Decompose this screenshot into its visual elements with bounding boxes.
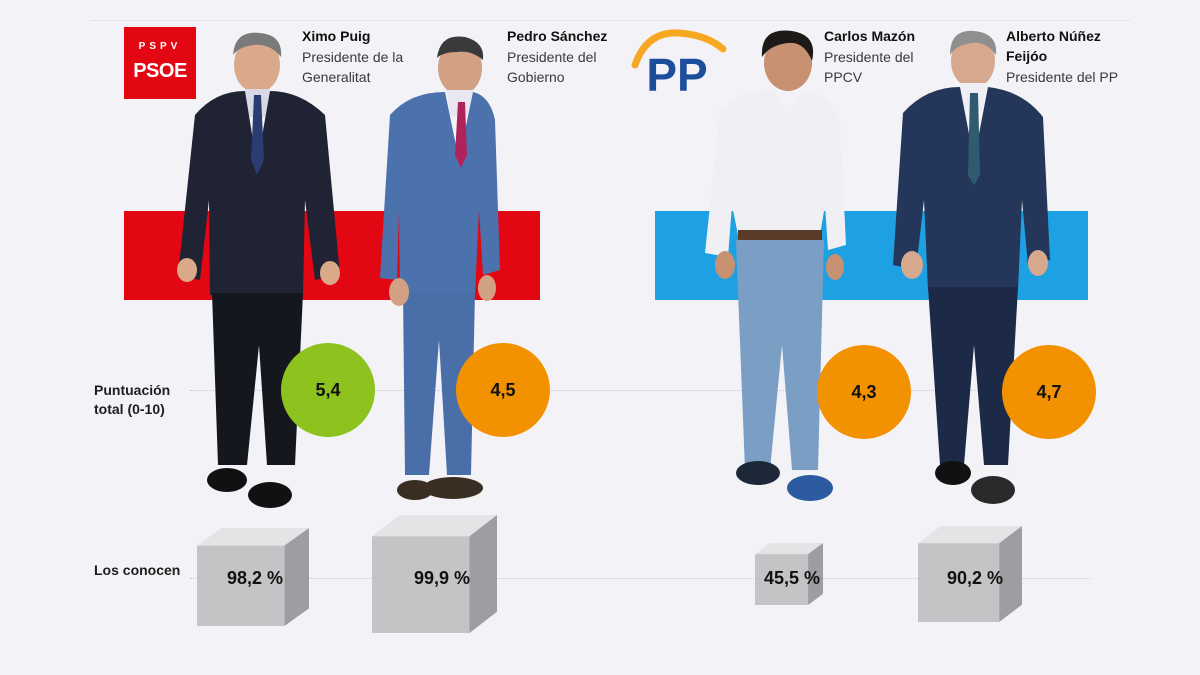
psoe-logo-top: PSPV	[138, 41, 182, 52]
score-value: 4,3	[851, 381, 877, 402]
cube-top	[197, 528, 309, 546]
role-line: PPCV	[824, 69, 863, 85]
role-line: Presidente de la	[302, 49, 404, 65]
score-circle: 4,5	[456, 343, 550, 437]
politician-name: Ximo Puig	[302, 26, 370, 46]
role-line: Presidente del	[507, 49, 597, 65]
cube-front	[372, 536, 470, 633]
score-row-label: Puntuación total (0-10)	[94, 381, 170, 419]
known-value: 45,5 %	[763, 568, 821, 588]
score-circle: 4,3	[817, 345, 911, 439]
person-figure	[380, 36, 500, 500]
score-circle: 4,7	[1002, 345, 1096, 439]
politician-role: Presidente del PP	[1006, 67, 1118, 87]
known-row-label: Los conocen	[94, 562, 181, 578]
politician-name: Carlos Mazón	[824, 26, 915, 46]
name-line: Ximo Puig	[302, 28, 371, 44]
score-label-line2: total (0-10)	[94, 401, 165, 417]
score-value: 4,7	[1036, 381, 1062, 402]
known-value: 90,2 %	[946, 568, 1004, 588]
cube-front	[197, 545, 285, 626]
pp-logo-text: PP	[646, 49, 707, 100]
name-line: Feijóo	[1006, 48, 1048, 64]
politician-name: Pedro Sánchez	[507, 26, 607, 46]
top-divider	[90, 20, 1130, 21]
name-line: Alberto Núñez	[1006, 28, 1101, 44]
politician-role: Presidente del PPCV	[824, 47, 914, 87]
politician-name: Alberto Núñez Feijóo	[1006, 26, 1101, 66]
cube-front	[755, 554, 809, 605]
known-cube	[197, 528, 309, 626]
score-circle: 5,4	[281, 343, 375, 437]
score-label-line1: Puntuación	[94, 382, 171, 398]
psoe-logo-text: PSOE	[133, 60, 187, 82]
known-value: 98,2 %	[226, 568, 284, 588]
pp-logo: PP	[631, 29, 727, 100]
role-line: Presidente del PP	[1006, 69, 1119, 85]
score-value: 4,5	[490, 379, 516, 400]
cube-side	[808, 543, 823, 605]
cube-side	[469, 515, 497, 633]
known-guide-line	[190, 578, 1090, 579]
known-cube	[372, 515, 497, 633]
role-line: Presidente del	[824, 49, 914, 65]
cube-front	[918, 543, 1000, 622]
cube-side	[284, 528, 309, 626]
known-cube	[918, 526, 1022, 622]
cube-top	[372, 515, 497, 537]
politician-role: Presidente del Gobierno	[507, 47, 597, 87]
role-line: Gobierno	[507, 69, 565, 85]
score-value: 5,4	[315, 379, 341, 400]
known-cube	[755, 543, 823, 605]
name-line: Pedro Sánchez	[507, 28, 608, 44]
role-line: Generalitat	[302, 69, 371, 85]
person-figure	[177, 32, 340, 508]
cube-top	[755, 543, 823, 555]
politician-role: Presidente de la Generalitat	[302, 47, 403, 87]
person-figure	[893, 30, 1050, 504]
score-guide-line	[190, 390, 1090, 391]
cube-side	[999, 526, 1022, 622]
cube-top	[918, 526, 1022, 544]
known-value: 99,9 %	[413, 568, 471, 588]
person-figure	[705, 30, 846, 501]
psoe-logo: PSPV PSOE	[124, 27, 196, 99]
name-line: Carlos Mazón	[824, 28, 916, 44]
